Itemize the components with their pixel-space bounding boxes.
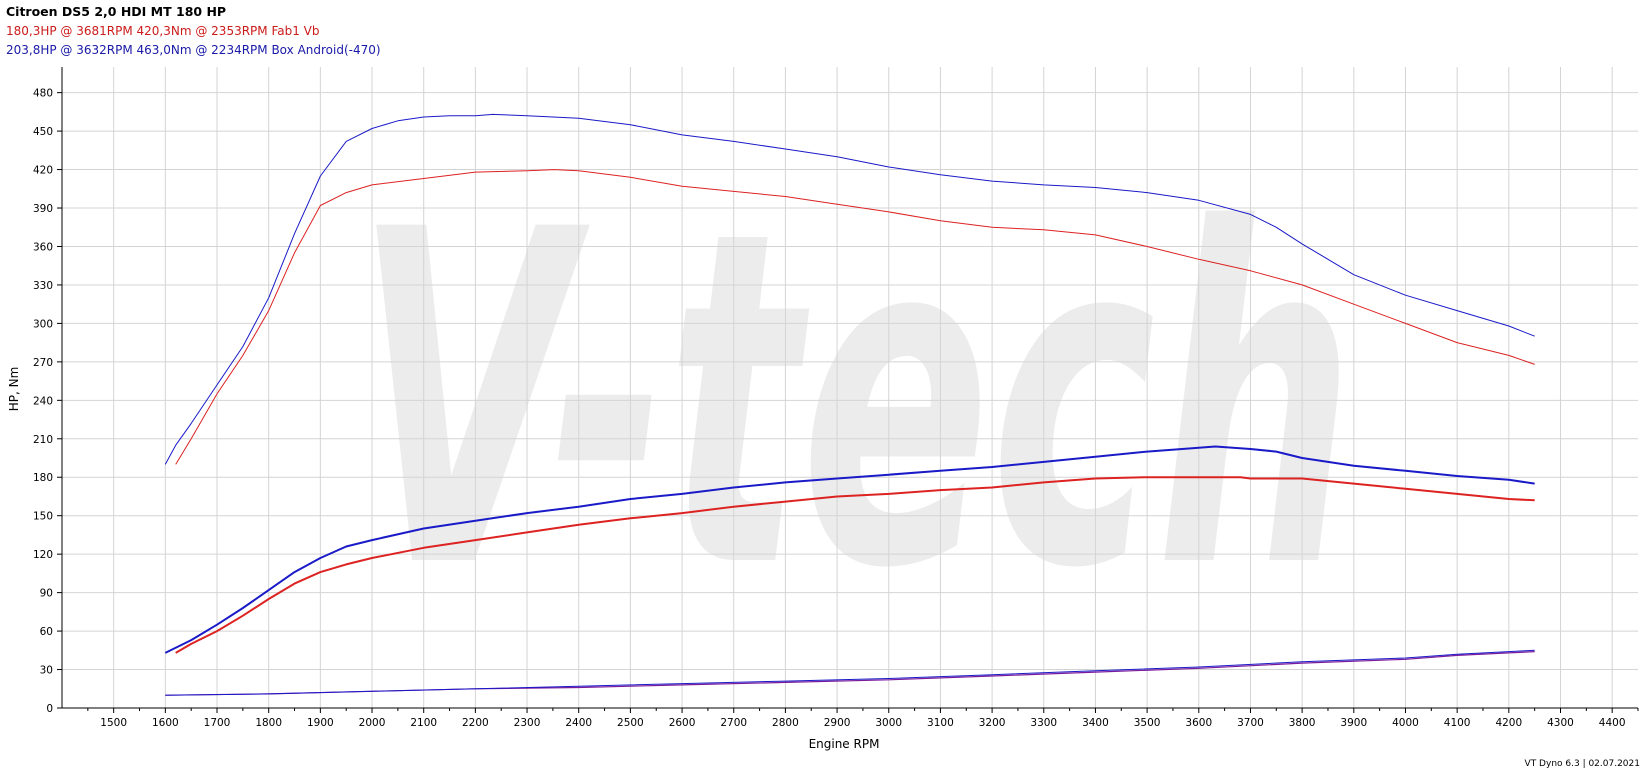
x-tick-label: 1600: [152, 717, 179, 729]
y-tick-label: 210: [33, 434, 53, 446]
y-tick-label: 360: [33, 241, 53, 253]
x-tick-label: 2400: [565, 717, 592, 729]
x-tick-label: 2100: [410, 717, 437, 729]
y-tick-label: 180: [33, 472, 53, 484]
y-tick-label: 90: [40, 588, 53, 600]
x-tick-label: 3500: [1134, 717, 1161, 729]
series-lines: [164, 113, 1535, 696]
x-tick-label: 3900: [1340, 717, 1367, 729]
x-tick-label: 2200: [462, 717, 489, 729]
x-tick-label: 2300: [514, 717, 541, 729]
series-line-2: [164, 445, 1535, 654]
series-line-5: [165, 649, 1535, 696]
x-tick-label: 2900: [824, 717, 851, 729]
x-tick-label: 3100: [927, 717, 954, 729]
series-line-0: [164, 113, 1535, 465]
x-tick-label: 1800: [255, 717, 282, 729]
x-tick-label: 3000: [875, 717, 902, 729]
x-tick-label: 4000: [1392, 717, 1419, 729]
y-tick-label: 330: [33, 280, 53, 292]
x-axis-label: Engine RPM: [809, 737, 880, 751]
x-tick-label: 1700: [204, 717, 231, 729]
x-tick-label: 2500: [617, 717, 644, 729]
y-tick-label: 390: [33, 203, 53, 215]
axes: 1500 1600 1700 1800 1900 2000 2100 2200 2300 2400…: [33, 67, 1639, 729]
x-tick-label: 4200: [1495, 717, 1522, 729]
x-tick-label: 2600: [669, 717, 696, 729]
x-tick-label: 1900: [307, 717, 334, 729]
x-tick-label: 4300: [1547, 717, 1574, 729]
x-tick-label: 3800: [1289, 717, 1316, 729]
x-tick-label: 3400: [1082, 717, 1109, 729]
x-tick-label: 2000: [359, 717, 386, 729]
watermark-logo: V-tech: [355, 134, 1355, 669]
y-tick-label: 120: [33, 549, 53, 561]
y-tick-label: 480: [33, 88, 53, 100]
y-axis-label: HP, Nm: [7, 367, 21, 412]
y-tick-label: 60: [40, 626, 53, 638]
stock-summary: 180,3HP @ 3681RPM 420,3Nm @ 2353RPM Fab1…: [6, 24, 320, 38]
x-tick-label: 3300: [1030, 717, 1057, 729]
x-tick-label: 1500: [100, 717, 127, 729]
y-tick-label: 240: [33, 395, 53, 407]
x-tick-label: 4400: [1599, 717, 1626, 729]
x-tick-label: 3600: [1185, 717, 1212, 729]
chart-title: Citroen DS5 2,0 HDI MT 180 HP: [6, 4, 227, 19]
y-tick-label: 450: [33, 126, 53, 138]
x-tick-label: 2800: [772, 717, 799, 729]
x-tick-label: 2700: [720, 717, 747, 729]
x-tick-label: 4100: [1444, 717, 1471, 729]
y-tick-label: 150: [33, 511, 53, 523]
series-line-3: [175, 476, 1535, 654]
y-tick-label: 300: [33, 318, 53, 330]
y-tick-label: 270: [33, 357, 53, 369]
grid: [62, 67, 1638, 709]
x-tick-label: 3200: [979, 717, 1006, 729]
x-tick-label: 3700: [1237, 717, 1264, 729]
software-footer: VT Dyno 6.3 | 02.07.2021: [1524, 759, 1640, 769]
y-tick-label: 30: [40, 665, 53, 677]
watermark-text: V-tech: [355, 134, 1355, 669]
tuned-summary: 203,8HP @ 3632RPM 463,0Nm @ 2234RPM Box …: [6, 43, 381, 57]
y-tick-label: 420: [33, 165, 53, 177]
y-tick-label: 0: [46, 703, 53, 715]
series-line-1: [175, 169, 1535, 465]
